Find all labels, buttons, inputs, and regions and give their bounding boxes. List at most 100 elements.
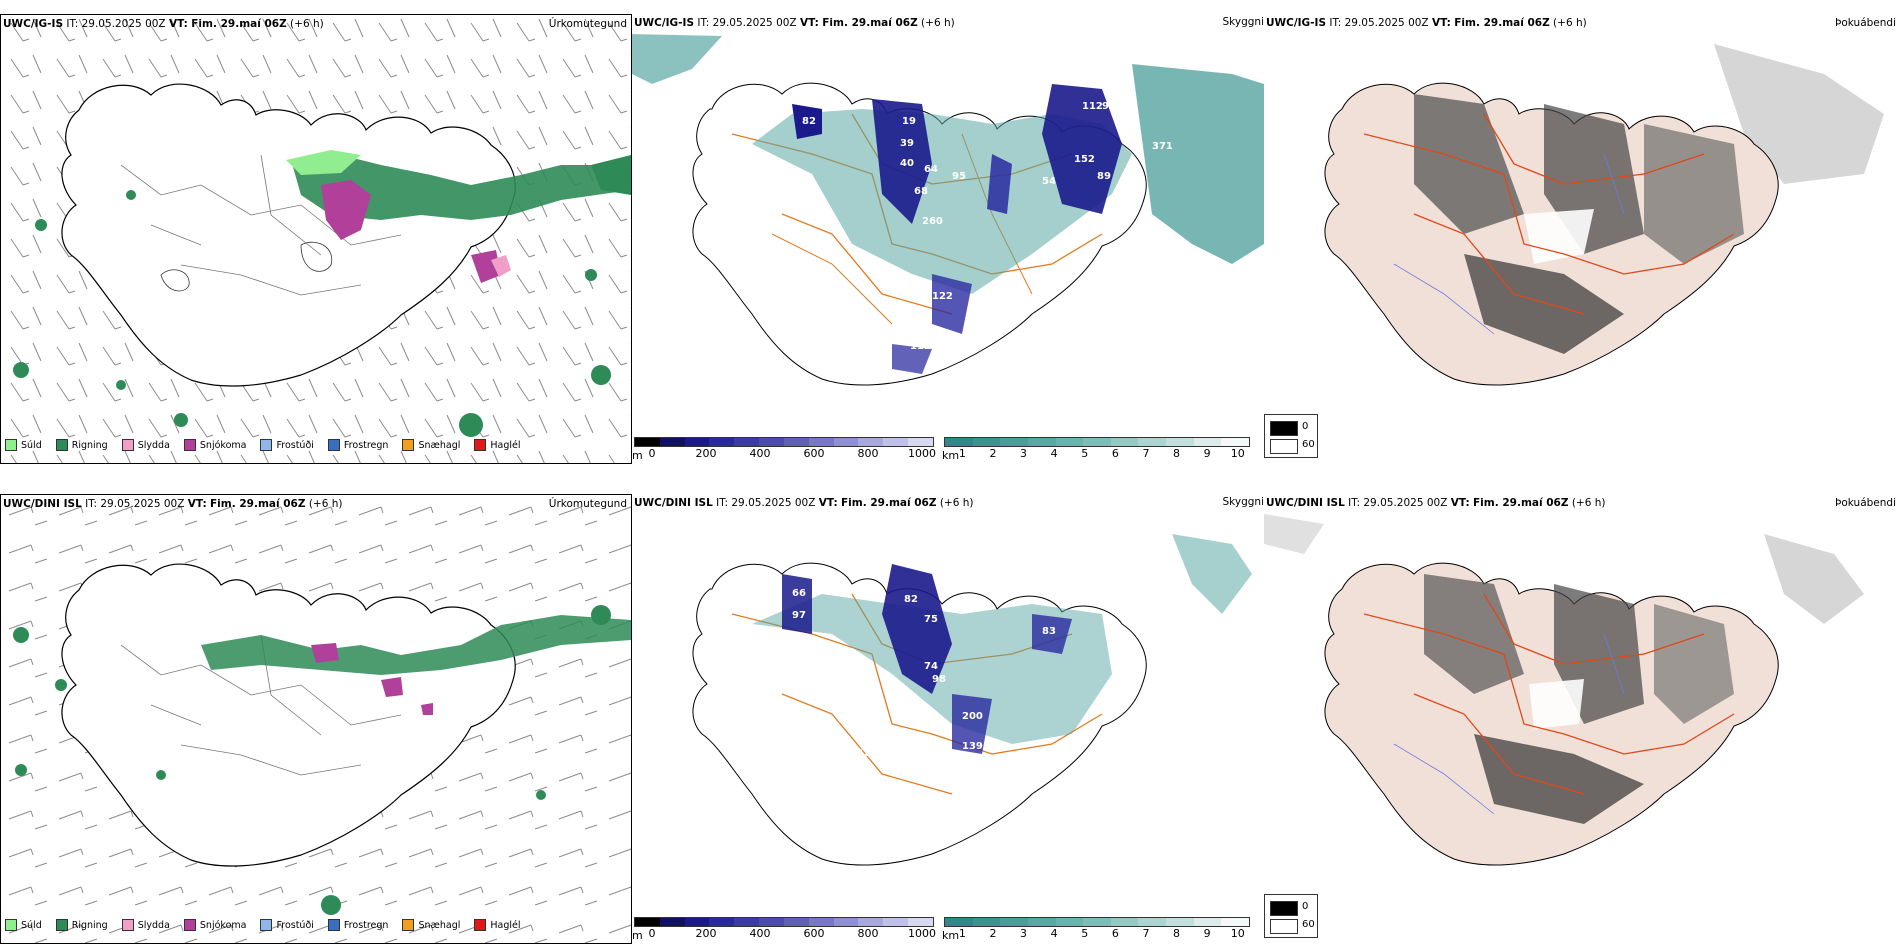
colorbar-swatch (1221, 918, 1250, 926)
precip-legend-label: Snjókoma (199, 439, 247, 451)
precip-legend-label: Haglél (490, 919, 521, 931)
visibility-unit: km (942, 929, 960, 942)
colorbar-tick-label: 400 (749, 927, 771, 940)
fog-legend-bottom: 0 60 (1264, 894, 1318, 938)
precip-map-bottom (1, 495, 631, 943)
visibility-colorbar-ticks: 1 2 3 4 5 6 7 8 9 10 (944, 447, 1250, 461)
ceiling-colorbar-ticks: 0 200 400 600 800 1000 (634, 927, 937, 941)
colorbar-swatch (709, 438, 735, 446)
precip-legend-swatch (5, 919, 17, 931)
colorbar-swatch (709, 918, 735, 926)
fog-legend-swatch-light (1270, 919, 1298, 934)
precip-legend-swatch (474, 919, 487, 931)
model-header-top-3: UWC/IG-IS IT: 29.05.2025 00Z VT: Fim. 29… (1266, 17, 1587, 29)
ceiling-label: 98 (932, 674, 946, 685)
colorbar-swatch (833, 438, 859, 446)
fog-legend-label-60: 60 (1302, 439, 1315, 450)
ceiling-label: 82 (904, 594, 918, 605)
visibility-colorbar-swatches (944, 437, 1250, 447)
precip-legend-label: Snæhagl (418, 439, 461, 451)
precip-legend-item: Snæhagl (402, 919, 460, 931)
colorbar-tick-label: 3 (1020, 447, 1028, 460)
fog-panel-title-bottom: Þokuábendi (1835, 497, 1896, 509)
precip-legend-swatch (402, 919, 415, 931)
colorbar-swatch (635, 438, 660, 446)
precip-legend-item: Slydda (121, 919, 170, 931)
precip-legend-label: Haglél (490, 439, 521, 451)
colorbar-swatch (1193, 918, 1222, 926)
ceiling-label: 128 (857, 748, 878, 759)
precip-legend-swatch (327, 439, 340, 451)
colorbar-swatch (734, 438, 760, 446)
precip-legend-item: Snjókoma (183, 919, 246, 931)
ceiling-label: 122 (932, 291, 953, 302)
precip-legend-item: Frostúði (260, 439, 314, 451)
cloud-panel-title-top: Skyggni (1222, 16, 1265, 28)
colorbar-tick-label: 2 (989, 927, 997, 940)
model-header-top: UWC/IG-IS IT: 29.05.2025 00Z VT: Fim. 29… (3, 18, 324, 30)
ceiling-label: 97 (792, 610, 806, 621)
fog-legend-top: 0 60 (1264, 414, 1318, 458)
precip-legend-swatch (474, 439, 487, 451)
ceiling-label: 458 (852, 701, 873, 712)
precip-legend-swatch (55, 919, 68, 931)
ceiling-unit: m (632, 929, 643, 942)
precip-legend-label: Frostúði (276, 439, 314, 451)
visibility-colorbar-swatches (944, 917, 1250, 927)
colorbar-swatch (808, 438, 834, 446)
colorbar-swatch (858, 438, 884, 446)
colorbar-swatch (1221, 438, 1250, 446)
fog-panel-title-top: Þokuábendi (1835, 17, 1896, 29)
precip-legend-item: Haglél (474, 439, 521, 451)
ceiling-label: 371 (1152, 141, 1173, 152)
colorbar-swatch (908, 438, 933, 446)
ceiling-label: 112 (1082, 101, 1103, 112)
precip-map-top (1, 15, 631, 463)
colorbar-swatch (1027, 438, 1056, 446)
precip-legend-item: Súld (5, 919, 42, 931)
precip-legend-swatch (260, 919, 273, 931)
colorbar-swatch (1000, 918, 1028, 926)
precip-legend-item: Frostregn (327, 919, 388, 931)
colorbar-tick-label: 9 (1203, 447, 1211, 460)
ceiling-label: 40 (900, 158, 914, 169)
precip-type-panel-bottom: UWC/DINI ISL IT: 29.05.2025 00Z VT: Fim.… (0, 494, 632, 944)
precip-legend-swatch (121, 919, 134, 931)
precip-legend-top: Súld Rigning Slydda Snjókoma Frostúði Frostre… (5, 439, 521, 451)
precip-legend-label: Frostregn (343, 439, 389, 451)
precip-legend-item: Frostúði (260, 919, 314, 931)
precip-legend-swatch (5, 439, 17, 451)
precip-legend-item: Snjókoma (183, 439, 247, 451)
fog-legend-label-0: 0 (1302, 421, 1309, 432)
model-header-bottom-2: UWC/DINI ISL IT: 29.05.2025 00Z VT: Fim.… (634, 497, 974, 509)
colorbar-swatch (659, 438, 685, 446)
ceiling-visibility-panel-top: 82 19 39 40 64 95 68 112 91 152 89 54 26… (632, 14, 1264, 464)
precip-legend-item: Súld (5, 439, 42, 451)
colorbar-swatch (833, 918, 859, 926)
fog-legend-swatch-light (1270, 439, 1298, 454)
fog-index-panel-bottom: UWC/DINI ISL IT: 29.05.2025 00Z VT: Fim.… (1264, 494, 1900, 944)
precip-legend-swatch (402, 439, 415, 451)
precip-legend-item: Frostregn (327, 439, 389, 451)
precip-legend-item: Snæhagl (402, 439, 460, 451)
colorbar-swatch (945, 438, 973, 446)
precip-legend-label: Súld (21, 439, 42, 451)
colorbar-swatch (783, 918, 809, 926)
ceiling-label: 75 (924, 614, 938, 625)
visibility-colorbar-top: 1 2 3 4 5 6 7 8 9 10 km (942, 437, 1250, 462)
colorbar-swatch (972, 918, 1001, 926)
colorbar-tick-label: 3 (1020, 927, 1028, 940)
ceiling-map-top: 82 19 39 40 64 95 68 112 91 152 89 54 26… (632, 34, 1264, 386)
colorbar-swatch (908, 918, 933, 926)
colorbar-swatch (734, 918, 760, 926)
colorbar-swatch (684, 918, 710, 926)
colorbar-tick-label: 5 (1081, 927, 1089, 940)
visibility-colorbar-bottom: 1 2 3 4 5 6 7 8 9 10 km (942, 917, 1250, 942)
colorbar-tick-label: 200 (695, 927, 717, 940)
fog-legend-swatch-dark (1270, 901, 1298, 916)
colorbar-tick-label: 6 (1111, 927, 1119, 940)
colorbar-swatch (858, 918, 884, 926)
colorbar-tick-label: 4 (1050, 927, 1058, 940)
colorbar-swatch (635, 918, 660, 926)
ceiling-label: 200 (962, 711, 983, 722)
